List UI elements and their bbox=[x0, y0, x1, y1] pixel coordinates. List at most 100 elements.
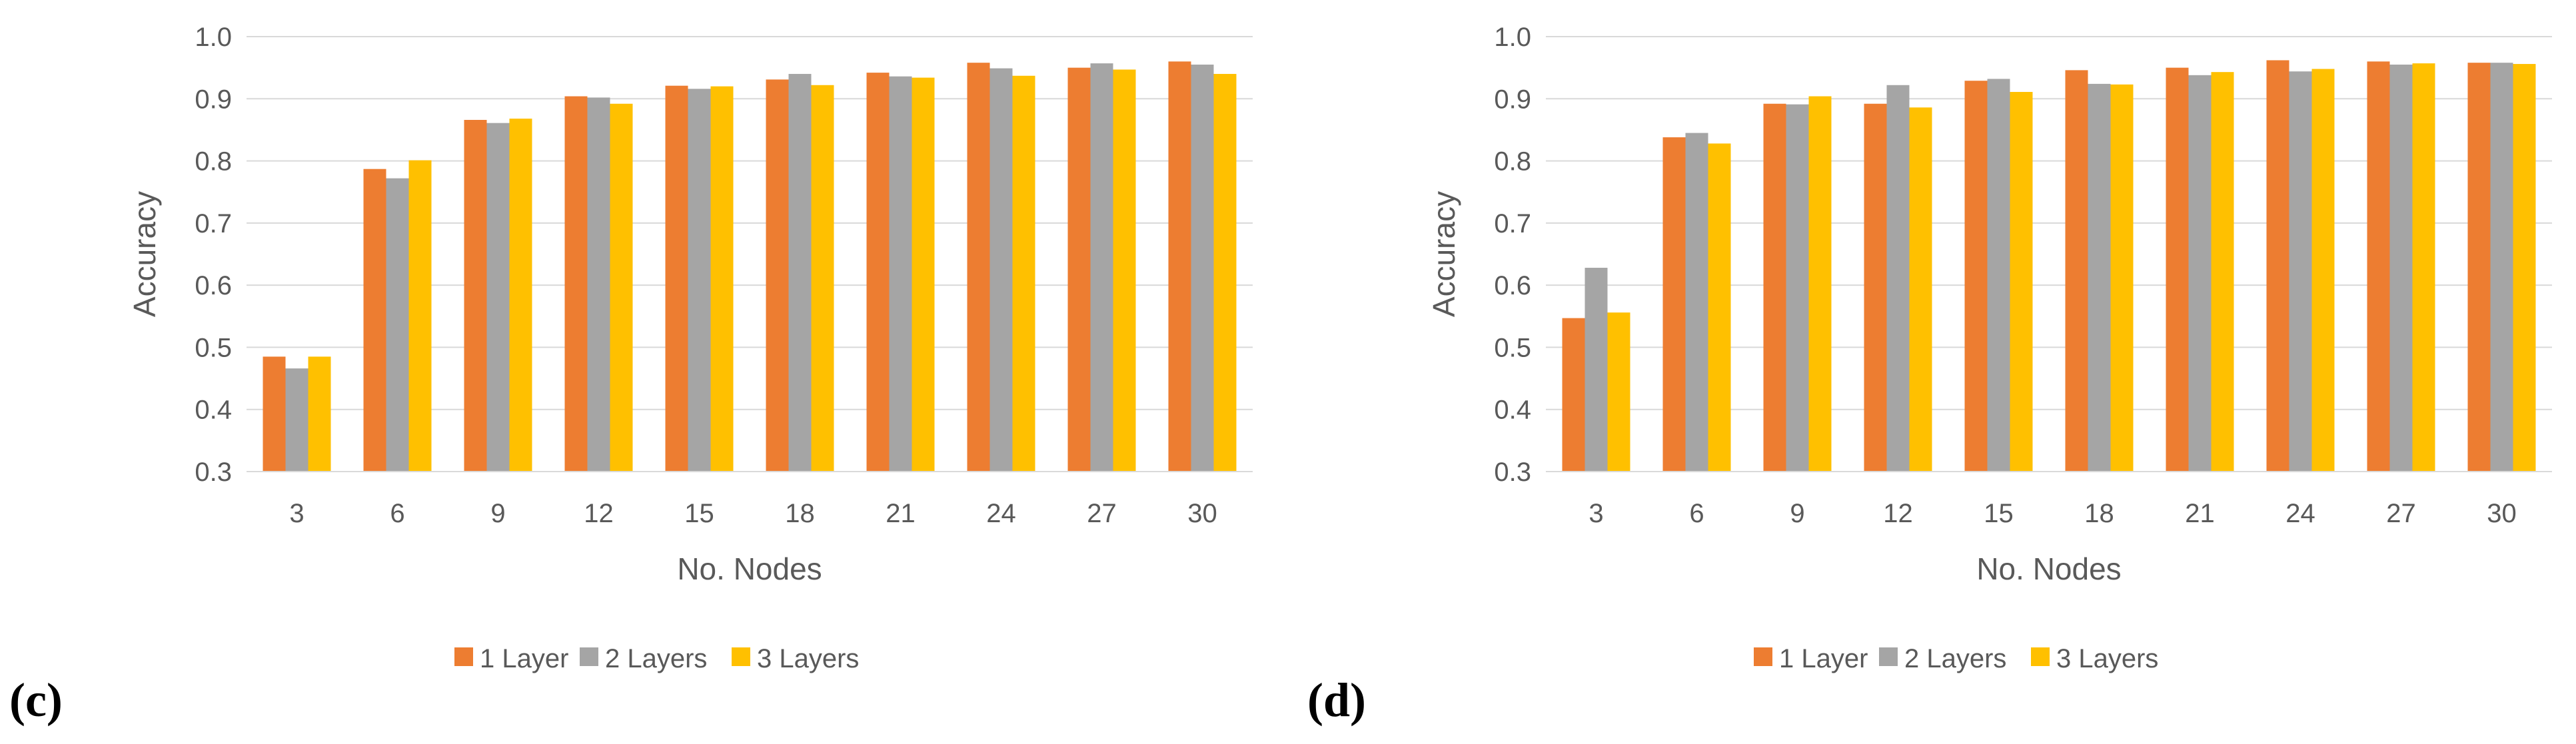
legend-swatch bbox=[580, 647, 598, 666]
bar bbox=[263, 356, 286, 472]
y-tick-label: 0.5 bbox=[195, 333, 232, 362]
bar bbox=[2513, 64, 2536, 472]
bar bbox=[363, 169, 386, 472]
bar bbox=[285, 368, 309, 472]
bar bbox=[665, 85, 688, 472]
y-tick-label: 0.7 bbox=[1494, 209, 1531, 238]
legend-swatch bbox=[1754, 647, 1772, 666]
bar bbox=[1607, 312, 1630, 472]
y-tick-label: 1.0 bbox=[195, 23, 232, 52]
bar bbox=[1708, 143, 1731, 472]
bar bbox=[788, 73, 812, 472]
bar bbox=[1090, 63, 1113, 472]
bar bbox=[889, 76, 912, 472]
bar bbox=[1662, 137, 1686, 472]
legend-label: 1 Layer bbox=[480, 644, 568, 673]
bar bbox=[1585, 268, 1608, 472]
bar bbox=[2166, 67, 2189, 472]
bar bbox=[2266, 60, 2289, 472]
bar bbox=[766, 79, 789, 472]
bar bbox=[2088, 83, 2111, 472]
bar bbox=[1864, 103, 1887, 472]
x-tick-label: 9 bbox=[490, 499, 505, 528]
bar bbox=[2010, 92, 2033, 472]
bar bbox=[2065, 70, 2088, 472]
y-axis-title: Accuracy bbox=[1427, 191, 1461, 317]
bar bbox=[2211, 72, 2234, 472]
bar bbox=[1113, 69, 1136, 472]
legend-swatch bbox=[732, 647, 750, 666]
bar bbox=[1562, 318, 1585, 472]
bar bbox=[912, 77, 935, 472]
bar bbox=[486, 123, 510, 472]
bar bbox=[408, 160, 432, 472]
bar bbox=[610, 103, 633, 472]
bar bbox=[587, 97, 610, 472]
y-tick-label: 0.5 bbox=[1494, 333, 1531, 362]
legend-swatch bbox=[454, 647, 473, 666]
x-tick-label: 27 bbox=[2386, 499, 2416, 528]
x-tick-label: 9 bbox=[1790, 499, 1804, 528]
bar bbox=[2289, 71, 2312, 472]
y-tick-label: 1.0 bbox=[1494, 23, 1531, 52]
x-tick-label: 6 bbox=[390, 499, 404, 528]
x-tick-label: 6 bbox=[1689, 499, 1704, 528]
bar bbox=[989, 68, 1013, 472]
bar bbox=[1786, 104, 1809, 472]
chart-d: 0.3 0.4 0.5 0.6 0.7 0.8 0.9 1.0 3 6 9 12 15 18 21 24 27 3… bbox=[1427, 23, 2552, 673]
y-tick-label: 0.9 bbox=[1494, 85, 1531, 114]
bar bbox=[866, 73, 890, 472]
bar bbox=[811, 85, 834, 472]
bar bbox=[2389, 64, 2413, 472]
legend-label: 3 Layers bbox=[757, 644, 859, 673]
y-tick-label: 0.3 bbox=[195, 458, 232, 487]
x-tick-label: 30 bbox=[2487, 499, 2517, 528]
panel-label-c: (c) bbox=[9, 673, 63, 727]
bar bbox=[2188, 75, 2212, 472]
x-axis-title: No. Nodes bbox=[677, 552, 822, 586]
bar bbox=[564, 96, 588, 472]
bar bbox=[1808, 96, 1832, 472]
bar bbox=[2367, 61, 2390, 472]
legend-label: 2 Layers bbox=[1904, 644, 2006, 673]
bar bbox=[386, 178, 409, 472]
x-tick-label: 21 bbox=[2185, 499, 2215, 528]
legend-swatch bbox=[1879, 647, 1898, 666]
bar bbox=[1964, 81, 1988, 472]
bar bbox=[1213, 73, 1237, 472]
bar bbox=[2311, 69, 2335, 472]
x-tick-label: 24 bbox=[986, 499, 1016, 528]
bar bbox=[2412, 63, 2435, 472]
bar bbox=[1909, 107, 1932, 472]
bar bbox=[1685, 133, 1708, 472]
bar bbox=[1763, 103, 1786, 472]
x-tick-label: 18 bbox=[2084, 499, 2114, 528]
bar bbox=[2110, 84, 2134, 472]
legend-label: 1 Layer bbox=[1779, 644, 1868, 673]
y-tick-label: 0.6 bbox=[195, 271, 232, 300]
bar bbox=[1987, 79, 2010, 472]
bar bbox=[464, 120, 487, 472]
x-tick-label: 18 bbox=[785, 499, 815, 528]
x-tick-label: 12 bbox=[1883, 499, 1913, 528]
legend-label: 3 Layers bbox=[2056, 644, 2158, 673]
chart-c: 0.3 0.4 0.5 0.6 0.7 0.8 0.9 1.0 3 6 9 12 15 18 21 24 27 3… bbox=[127, 23, 1253, 673]
x-tick-label: 15 bbox=[1984, 499, 2014, 528]
y-tick-label: 0.7 bbox=[195, 209, 232, 238]
bar bbox=[1191, 64, 1214, 472]
y-tick-label: 0.8 bbox=[1494, 147, 1531, 177]
x-tick-label: 15 bbox=[684, 499, 714, 528]
y-axis-title: Accuracy bbox=[127, 191, 162, 317]
x-tick-label: 3 bbox=[1589, 499, 1603, 528]
panel-label-d: (d) bbox=[1307, 673, 1366, 727]
x-tick-label: 3 bbox=[289, 499, 304, 528]
y-tick-label: 0.9 bbox=[195, 85, 232, 114]
bar bbox=[710, 86, 734, 472]
bar bbox=[2490, 63, 2513, 472]
bar bbox=[1886, 85, 1910, 472]
y-tick-label: 0.4 bbox=[1494, 396, 1531, 425]
x-tick-label: 30 bbox=[1187, 499, 1217, 528]
y-tick-label: 0.8 bbox=[195, 147, 232, 177]
legend-label: 2 Layers bbox=[605, 644, 707, 673]
bar bbox=[2467, 63, 2491, 472]
